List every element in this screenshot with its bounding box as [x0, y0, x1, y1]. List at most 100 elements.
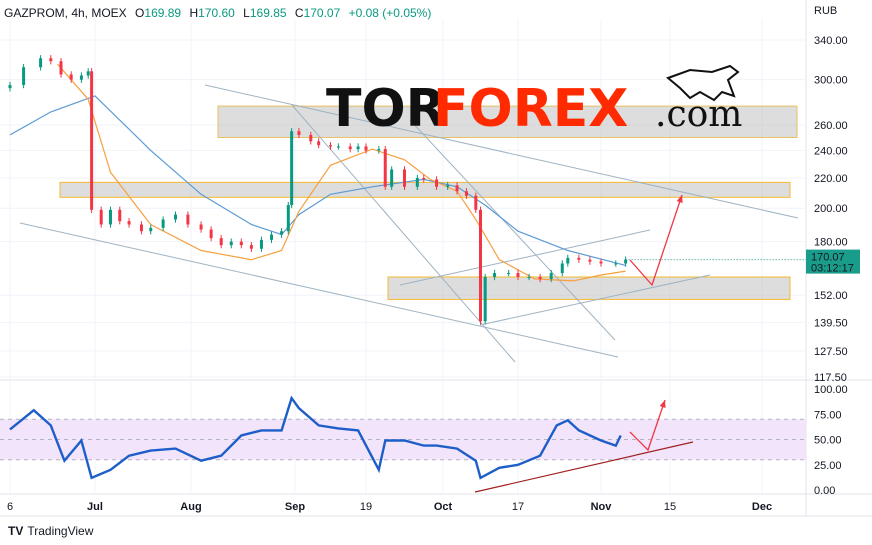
candle-body: [286, 205, 290, 232]
candle-body: [624, 259, 628, 264]
trendline: [19, 222, 619, 358]
high-value: 170.60: [198, 6, 235, 20]
candle-body: [174, 214, 178, 220]
candle-body: [139, 224, 143, 232]
support-resistance-zone: [59, 181, 791, 198]
rsi-tick-label: 100.00: [814, 384, 848, 396]
price-tick-label: 200.00: [814, 203, 848, 215]
candle-body: [549, 273, 553, 279]
price-tick-label: 152.00: [814, 290, 848, 302]
last-price-label: 170.07: [811, 252, 845, 264]
candle-body: [209, 229, 213, 239]
time-tick-label: Sep: [285, 501, 305, 513]
last-price-badge: [806, 249, 860, 274]
tradingview-logo[interactable]: TV TradingView: [8, 524, 93, 538]
moving-average-slow: [9, 95, 626, 266]
price-tick-label: 240.00: [814, 145, 848, 157]
candle-body: [161, 219, 165, 228]
candle-body: [127, 221, 131, 225]
candle-body: [377, 149, 381, 151]
rsi-trendline: [474, 441, 694, 493]
candle-body: [507, 273, 511, 275]
candle-body: [403, 169, 406, 187]
candle-body: [259, 239, 263, 249]
candle-body: [614, 263, 618, 265]
candle-body: [329, 145, 332, 147]
change-value: +0.08 (+0.05%): [348, 6, 432, 20]
logo-text-tor: TOR: [326, 79, 446, 139]
rsi-forecast-arrow: [629, 399, 666, 452]
candle-body: [8, 85, 12, 89]
candle-body: [479, 209, 482, 322]
rsi-tick-label: 75.00: [814, 409, 842, 421]
price-tick-label: 127.50: [814, 346, 848, 358]
candle-body: [239, 241, 243, 246]
candle-body: [270, 234, 274, 240]
candle-body: [599, 261, 603, 264]
candle-body: [69, 74, 73, 80]
candle-body: [219, 238, 223, 246]
candle-body: [317, 141, 321, 146]
rsi-forecast-arrow-head: [659, 400, 666, 408]
time-tick-label: Jul: [87, 501, 103, 513]
moving-average-fast: [57, 63, 626, 282]
candle-body: [280, 231, 284, 235]
candle-body: [199, 224, 203, 230]
rsi-tick-label: 25.00: [814, 460, 842, 472]
currency-label: RUB: [814, 5, 837, 17]
trendline: [479, 274, 711, 326]
trendline: [409, 119, 616, 341]
price-tick-label: 300.00: [814, 75, 848, 87]
candle-body: [422, 177, 426, 180]
low-value: 169.85: [249, 6, 287, 20]
time-tick-label: Oct: [434, 501, 453, 513]
high-label: H: [189, 6, 199, 20]
candle-body: [516, 273, 520, 277]
time-tick-label: Dec: [752, 501, 772, 513]
candle-body: [186, 214, 190, 225]
candle-body: [108, 209, 112, 225]
support-resistance-zone: [387, 276, 791, 300]
symbol-name: GAZPROM, 4h, MOEX: [4, 6, 127, 20]
rsi-tick-label: 0.00: [814, 485, 835, 497]
candle-body: [59, 61, 63, 75]
time-tick-label: 15: [664, 501, 676, 513]
candle-body: [90, 71, 94, 210]
price-tick-label: 220.00: [814, 173, 848, 185]
open-value: 169.89: [144, 6, 182, 20]
tradingview-icon: TV: [8, 524, 24, 538]
candle-body: [566, 257, 570, 264]
candle-body: [99, 209, 103, 225]
candle-body: [538, 276, 542, 279]
candle-body: [364, 146, 368, 151]
price-tick-label: 180.00: [814, 237, 848, 249]
symbol-legend: GAZPROM, 4h, MOEX O169.89 H170.60 L169.8…: [4, 6, 431, 20]
candle-body: [446, 185, 450, 187]
candle-body: [383, 149, 387, 187]
candle-body: [86, 71, 90, 76]
price-tick-label: 139.50: [814, 317, 848, 329]
candle-body: [22, 67, 26, 86]
candle-body: [588, 259, 592, 262]
candle-body: [229, 241, 233, 246]
time-tick-label: 17: [512, 501, 524, 513]
candle-body: [356, 146, 360, 150]
bar-countdown-label: 03:12:17: [811, 263, 854, 275]
candle-body: [577, 257, 581, 260]
close-label: C: [294, 6, 304, 20]
time-tick-label: 19: [360, 501, 372, 513]
candle-body: [464, 191, 468, 196]
candle-body: [483, 276, 487, 322]
trendline: [204, 84, 799, 219]
candle-body: [297, 131, 301, 135]
logo-text-com: .com: [655, 94, 742, 135]
candle-body: [455, 185, 459, 192]
candle-body: [390, 169, 394, 187]
candle-body: [79, 75, 83, 80]
candle-body: [527, 276, 531, 278]
candle-body: [118, 209, 122, 222]
candle-body: [474, 195, 478, 210]
